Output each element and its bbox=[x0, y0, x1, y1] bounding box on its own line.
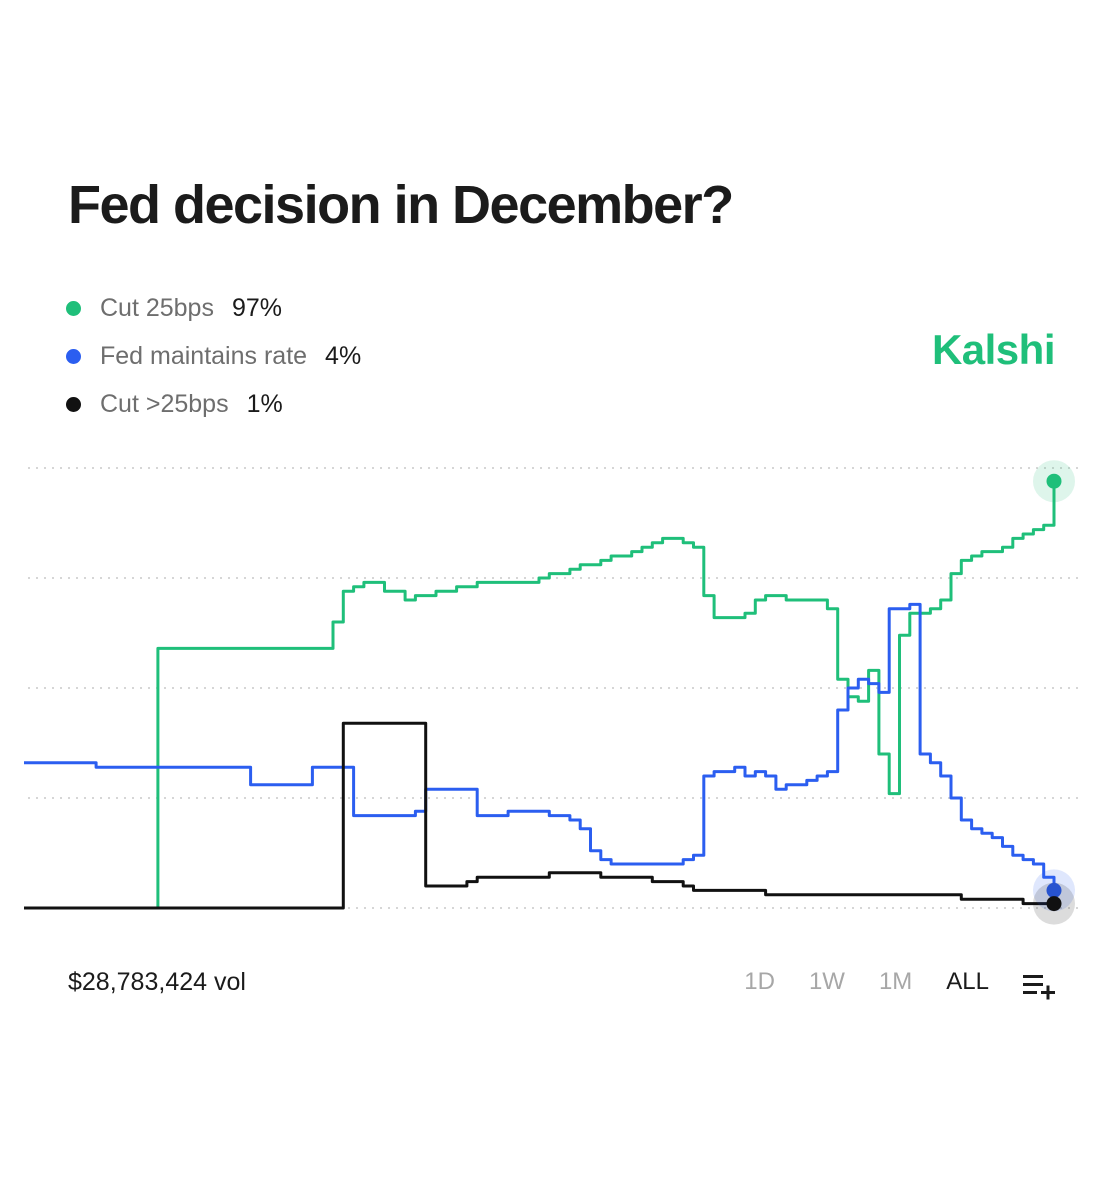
legend-value: 97% bbox=[231, 293, 283, 322]
range-1d-button[interactable]: 1D bbox=[744, 968, 775, 995]
legend-label: Cut >25bps bbox=[100, 389, 229, 418]
legend-item-cut-25bps[interactable]: Cut 25bps 97% bbox=[66, 284, 361, 332]
legend-label: Cut 25bps bbox=[100, 293, 214, 322]
legend-item-cut-over-25bps[interactable]: Cut >25bps 1% bbox=[66, 380, 361, 428]
volume-label: $28,783,424 vol bbox=[68, 968, 246, 996]
endpoint-marker[interactable] bbox=[1046, 473, 1062, 489]
legend-label: Fed maintains rate bbox=[100, 341, 308, 370]
range-1w-button[interactable]: 1W bbox=[808, 968, 845, 995]
legend-value: 1% bbox=[246, 389, 283, 418]
range-1m-button[interactable]: 1M bbox=[878, 968, 913, 995]
range-all-button[interactable]: ALL bbox=[946, 968, 989, 995]
time-range-selector: 1D 1W 1M ALL bbox=[744, 968, 989, 996]
legend-value: 4% bbox=[325, 341, 362, 370]
endpoint-marker[interactable] bbox=[1046, 896, 1062, 912]
price-chart[interactable] bbox=[0, 440, 1107, 940]
series-line-cut-25bps[interactable] bbox=[24, 481, 1056, 910]
list-add-icon[interactable] bbox=[1021, 971, 1057, 1001]
legend-dot-icon bbox=[66, 348, 81, 364]
page-title: Fed decision in December? bbox=[68, 175, 734, 235]
legend-dot-icon bbox=[66, 396, 81, 412]
legend-dot-icon bbox=[66, 300, 81, 316]
endpoint-marker[interactable] bbox=[1046, 882, 1062, 898]
legend-item-fed-maintains-rate[interactable]: Fed maintains rate 4% bbox=[66, 332, 361, 380]
series-line-cut-25bps[interactable] bbox=[24, 721, 1054, 910]
legend: Cut 25bps 97% Fed maintains rate 4% Cut … bbox=[66, 284, 361, 428]
brand-logo: Kalshi bbox=[931, 326, 1056, 373]
series-line-fed-maintains-rate[interactable] bbox=[24, 602, 1056, 891]
